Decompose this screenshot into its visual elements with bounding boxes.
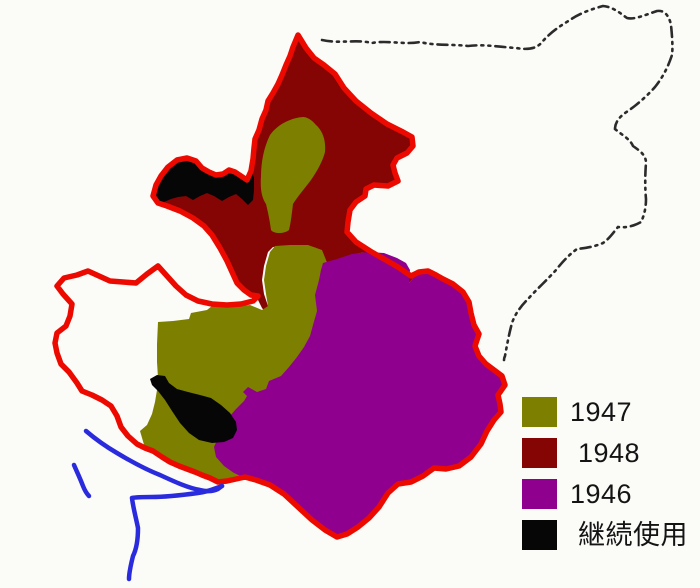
legend-label-1948: 1948 xyxy=(578,438,641,468)
region-continued-use-north xyxy=(153,158,254,205)
region-continued-use-south xyxy=(150,375,237,443)
legend-label-1946: 1946 xyxy=(570,479,633,509)
legend-item-1946: 1946 xyxy=(522,478,700,510)
legend-swatch-1948 xyxy=(522,438,557,468)
river-branch-west xyxy=(71,462,92,499)
legend-label-continued-use: 継続使用 xyxy=(578,520,688,550)
river-branch-south xyxy=(126,483,225,582)
legend-item-1947: 1947 xyxy=(522,396,700,428)
legend: 1947 1948 1946 継続使用 xyxy=(522,396,700,560)
legend-label-1947: 1947 xyxy=(570,397,633,427)
outer-dashed-boundary-line xyxy=(320,4,674,362)
legend-item-1948: 1948 xyxy=(522,437,700,469)
legend-swatch-continued-use xyxy=(522,520,557,550)
red-boundary-line xyxy=(52,32,508,540)
legend-swatch-1947 xyxy=(522,397,557,427)
legend-item-continued-use: 継続使用 xyxy=(522,519,700,551)
legend-swatch-1946 xyxy=(522,479,557,509)
region-1947-north xyxy=(260,117,326,233)
region-1946 xyxy=(214,252,505,537)
